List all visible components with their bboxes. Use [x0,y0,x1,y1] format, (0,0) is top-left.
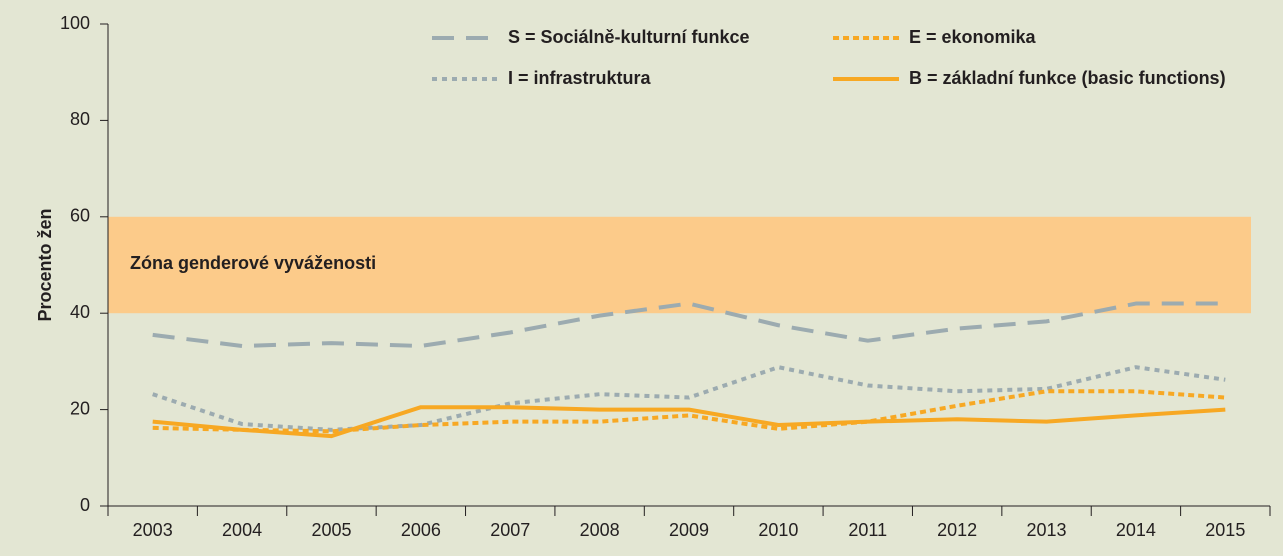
x-tick-label: 2004 [222,520,262,540]
x-tick-label: 2014 [1116,520,1156,540]
x-tick-label: 2011 [848,520,887,540]
x-tick-label: 2008 [580,520,620,540]
y-tick-label: 20 [70,398,90,418]
series-line [152,405,1226,439]
x-tick-label: 2013 [1027,520,1067,540]
x-tick-label: 2007 [490,520,530,540]
x-tick-label: 2015 [1205,520,1245,540]
legend-label: I = infrastruktura [508,68,652,88]
x-tick-label: 2003 [133,520,173,540]
x-tick-label: 2005 [311,520,351,540]
y-tick-label: 0 [80,495,90,515]
y-tick-label: 40 [70,302,90,322]
series-line [152,365,1226,432]
legend-label: E = ekonomika [909,27,1037,47]
series-line [152,301,1226,348]
balance-zone [108,216,1251,314]
x-tick-label: 2010 [758,520,798,540]
legend-label: S = Sociálně-kulturní funkce [508,27,750,47]
y-axis-label: Procento žen [35,208,55,321]
y-tick-label: 100 [60,13,90,33]
y-tick-label: 80 [70,109,90,129]
x-tick-label: 2012 [937,520,977,540]
legend-label: B = základní funkce (basic functions) [909,68,1226,88]
x-tick-label: 2009 [669,520,709,540]
y-tick-label: 60 [70,206,90,226]
x-tick-label: 2006 [401,520,441,540]
balance-zone-label: Zóna genderové vyváženosti [130,253,376,273]
